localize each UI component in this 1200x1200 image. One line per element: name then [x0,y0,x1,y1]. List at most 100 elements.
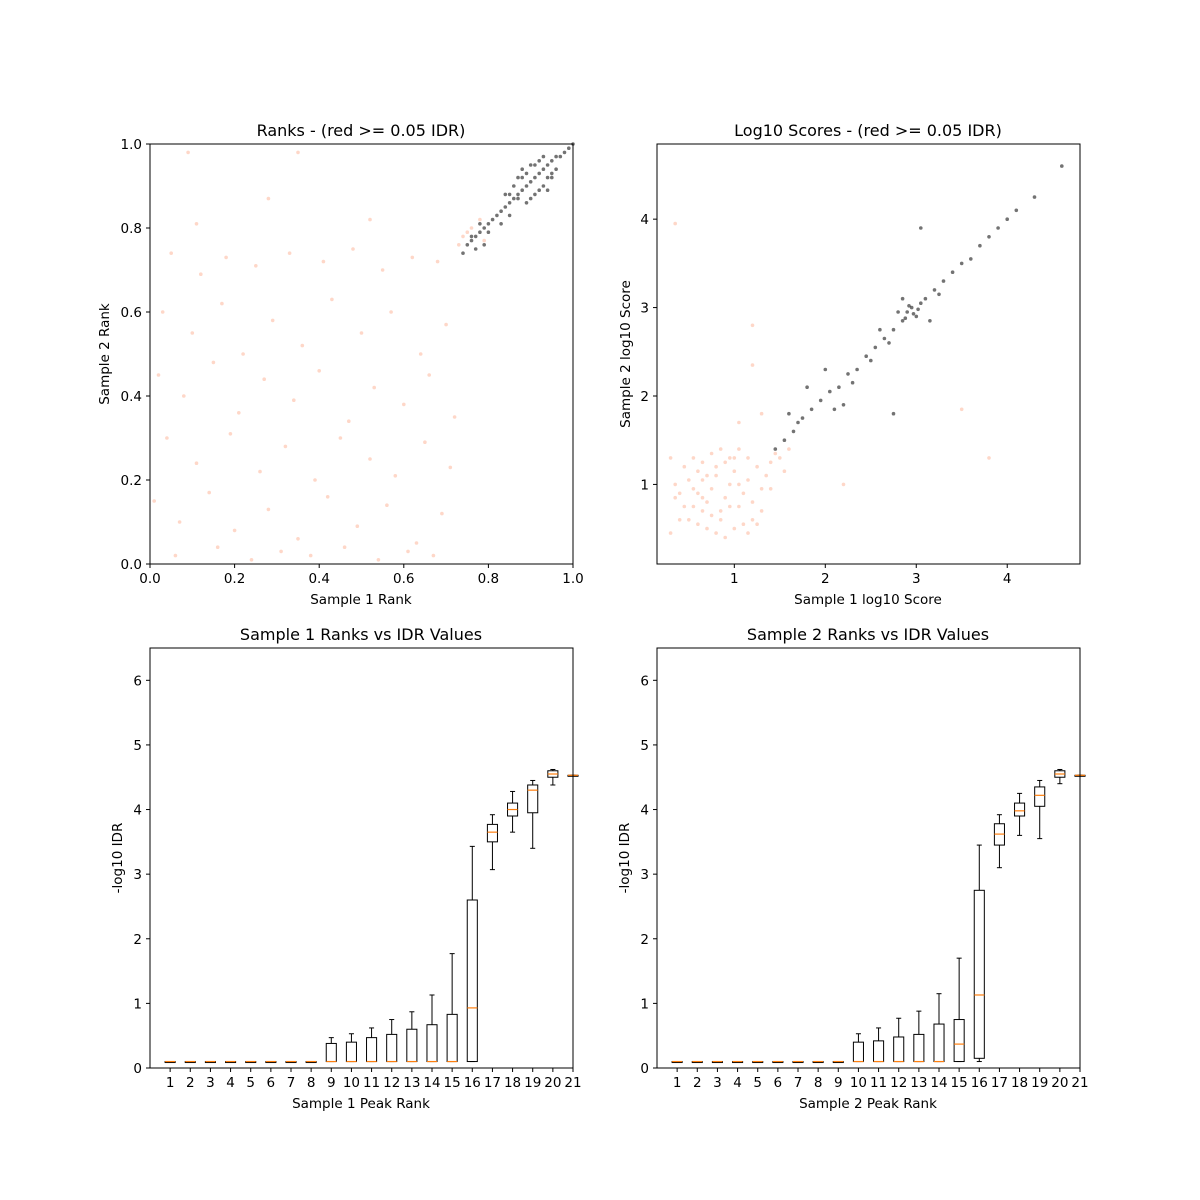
point-low-idr [524,184,529,188]
point-high-idr [723,460,727,465]
x-tick-label: 0.6 [393,571,414,587]
point-high-idr [431,553,436,558]
point-low-idr [869,358,873,363]
point-high-idr [764,473,768,478]
point-high-idr [841,482,846,487]
point-high-idr [372,385,377,390]
point-low-idr [550,175,554,180]
x-tick-label: 6 [774,1075,783,1091]
x-tick-layer: 1 2 3 4 5 6 7 8 9 10 11 12 13 14 15 16 17 18 19 20 21 [673,1068,1089,1091]
point-high-idr [728,482,732,487]
x-tick-label: 0.2 [224,571,245,587]
boxplot-5 [752,1060,764,1064]
point-low-idr [545,175,550,180]
point-high-idr [773,451,778,456]
point-high-idr [787,447,791,451]
point-low-idr [495,213,499,218]
point-high-idr [718,509,723,513]
point-low-idr [882,336,887,341]
point-high-idr [759,487,764,491]
point-low-idr [567,146,571,150]
boxplot-16 [973,844,985,1063]
y-tick-label: 2 [640,932,649,948]
point-low-idr [919,226,923,230]
point-low-idr [937,292,941,297]
point-high-idr [746,456,750,460]
point-low-idr [512,196,516,201]
box [1034,786,1046,807]
point-high-idr [165,436,169,440]
y-tick-label: 3 [133,867,142,883]
panel-log10-scores: Log10 Scores - (red >= 0.05 IDR) 1 2 3 4 1 2… [618,121,1081,608]
point-low-idr [537,188,541,192]
boxplot-20 [547,768,559,786]
x-tick-label: 4 [226,1075,235,1091]
point-high-idr [677,491,682,496]
x-tick-label: 4 [1003,571,1012,587]
x-tick-label: 9 [327,1075,336,1091]
point-low-idr [903,316,908,321]
point-low-idr [909,305,914,310]
point-low-idr [891,411,896,416]
point-high-idr [714,531,718,535]
boxplot-16 [466,845,478,1063]
point-high-idr [249,558,254,562]
x-tick-layer: 1 2 3 4 [730,564,1012,587]
point-low-idr [928,319,932,323]
point-low-idr [507,192,512,197]
boxplot-5 [245,1060,257,1064]
boxplot-13 [406,1011,418,1063]
x-tick-label: 1 [673,1075,682,1091]
point-low-idr [900,296,905,301]
point-high-idr [342,545,347,549]
point-high-idr [380,268,385,272]
point-low-idr [809,407,814,412]
point-low-idr [950,270,955,275]
point-high-idr [677,518,682,522]
point-low-idr [562,150,567,155]
point-high-idr [482,238,487,243]
point-low-idr [554,167,558,171]
y-axis-label: Sample 2 Rank [97,303,113,405]
point-high-idr [705,473,709,478]
point-high-idr [461,234,465,239]
x-tick-label: 17 [991,1075,1008,1091]
x-tick-label: 1.0 [562,571,583,587]
boxplot-3 [711,1060,723,1064]
point-low-idr [503,192,508,197]
point-high-idr [700,509,705,513]
x-tick-label: 9 [834,1075,843,1091]
point-high-idr [750,500,755,504]
y-axis-label: -log10 IDR [110,823,126,894]
point-high-idr [313,478,317,482]
x-tick-label: 11 [870,1075,887,1091]
x-tick-label: 8 [814,1075,823,1091]
point-low-idr [923,296,928,301]
point-low-idr [520,167,524,171]
point-high-idr [308,553,313,558]
point-low-idr [855,367,859,372]
boxplot-7 [792,1060,804,1064]
point-low-idr [558,154,563,159]
point-low-idr [516,196,520,201]
point-high-idr [478,217,482,222]
point-high-idr [224,255,228,260]
boxplot-19 [1034,779,1046,840]
boxplot-17 [993,814,1005,869]
plot-frame [656,647,1081,1069]
boxplot-10 [345,1033,357,1063]
x-tick-label: 3 [912,571,921,587]
point-low-idr [490,217,495,222]
x-tick-label: 5 [753,1075,762,1091]
point-low-idr [900,319,905,323]
point-low-idr [828,389,832,394]
x-tick-label: 12 [890,1075,907,1091]
point-high-idr [237,411,241,415]
point-high-idr [440,511,444,516]
point-low-idr [486,230,491,234]
point-low-idr [465,243,470,247]
y-tick-layer: 0.0 0.2 0.4 0.6 0.8 1.0 [121,137,150,573]
point-low-idr [473,234,478,239]
x-tick-label: 6 [267,1075,276,1091]
